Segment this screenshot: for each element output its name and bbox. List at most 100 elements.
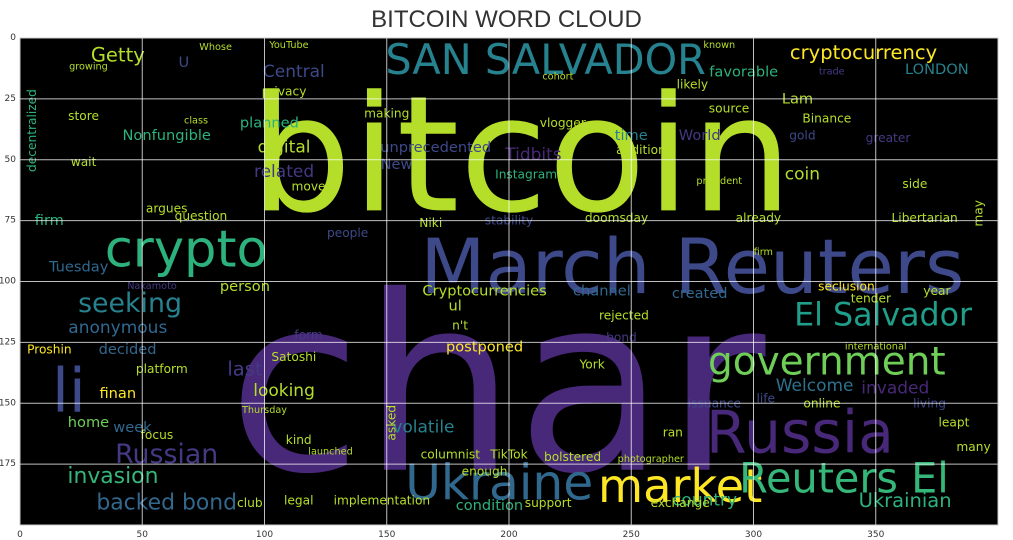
- word-15: invasion: [67, 464, 158, 489]
- word-101: n't: [452, 318, 468, 332]
- word-87: side: [902, 177, 927, 191]
- word-113: known: [703, 40, 735, 51]
- word-71: bolstered: [544, 450, 601, 464]
- word-98: ran: [663, 425, 683, 439]
- word-23: Central: [263, 62, 325, 82]
- word-76: club: [237, 496, 263, 510]
- word-26: digital: [258, 138, 311, 158]
- word-69: many: [956, 440, 990, 454]
- word-63: Satoshi: [271, 350, 316, 364]
- x-tick-label-7: 350: [867, 530, 884, 540]
- word-86: already: [736, 211, 782, 225]
- x-tick-label-6: 300: [745, 530, 762, 540]
- x-tick-label-3: 150: [378, 530, 395, 540]
- word-88: source: [709, 102, 749, 116]
- word-102: ul: [449, 297, 462, 314]
- word-21: Ukrainian: [859, 489, 952, 512]
- word-45: condition: [456, 497, 523, 514]
- x-tick-label-2: 100: [256, 530, 273, 540]
- word-112: cohort: [542, 71, 573, 82]
- word-2: crypto: [105, 220, 268, 279]
- word-119: launched: [308, 446, 352, 457]
- word-55: platform: [136, 362, 188, 376]
- word-44: finan: [99, 385, 136, 402]
- word-110: growing: [69, 62, 108, 73]
- word-47: unprecedented: [380, 139, 491, 156]
- word-16: backed bond: [96, 491, 237, 516]
- word-36: Tuesday: [48, 258, 109, 275]
- word-96: kind: [286, 433, 312, 447]
- word-38: looking: [253, 381, 315, 401]
- word-99: enough: [462, 464, 508, 478]
- word-97: focus: [141, 428, 174, 442]
- y-tick-label-3: 75: [5, 216, 16, 226]
- word-111: class: [184, 115, 208, 126]
- word-114: trade: [819, 67, 845, 78]
- word-116: firm: [754, 247, 773, 258]
- word-32: Cryptocurrencies: [422, 283, 546, 300]
- word-46: Nonfungible: [123, 127, 211, 144]
- x-tick-label-4: 200: [500, 530, 517, 540]
- word-24: favorable: [709, 64, 778, 81]
- word-54: Proshin: [27, 343, 72, 357]
- word-120: Nakamoto: [127, 281, 177, 292]
- word-42: home: [68, 414, 109, 431]
- y-tick-label-1: 25: [5, 94, 16, 104]
- word-75: legal: [284, 494, 313, 508]
- word-56: Niki: [419, 216, 442, 230]
- word-51: U: [178, 54, 189, 71]
- word-58: Instagram: [495, 167, 557, 181]
- y-tick-label-7: 175: [0, 459, 16, 469]
- word-91: store: [68, 109, 99, 123]
- x-tick-label-1: 50: [137, 530, 149, 540]
- word-77: rejected: [599, 309, 649, 323]
- word-117: photographer: [618, 454, 684, 465]
- word-95: form: [294, 328, 322, 342]
- y-tick-label-6: 150: [0, 398, 16, 408]
- word-104: doomsday: [585, 211, 648, 225]
- word-73: support: [525, 496, 572, 510]
- word-40: postponed: [446, 339, 523, 356]
- word-106: may: [971, 200, 985, 227]
- word-81: year: [923, 284, 951, 298]
- word-92: move: [291, 180, 325, 194]
- word-74: exchange: [651, 496, 710, 510]
- word-64: York: [578, 357, 605, 371]
- word-33: channel: [573, 283, 631, 300]
- word-83: gold: [789, 128, 815, 142]
- y-tick-label-0: 0: [10, 33, 16, 43]
- word-35: person: [220, 278, 270, 295]
- word-17: anonymous: [68, 318, 167, 338]
- word-115: president: [696, 176, 742, 187]
- y-tick-label-2: 50: [5, 155, 17, 165]
- word-82: Binance: [802, 111, 851, 125]
- word-72: implementation: [334, 494, 431, 508]
- word-70: columnist: [421, 447, 481, 461]
- word-39: decided: [99, 341, 157, 358]
- x-tick-label-5: 250: [623, 530, 640, 540]
- word-13: seeking: [78, 288, 182, 319]
- word-84: greater: [866, 131, 912, 145]
- word-30: New: [381, 156, 413, 173]
- word-61: privacy: [262, 85, 307, 99]
- word-89: likely: [677, 77, 709, 91]
- word-59: vlogger: [540, 116, 587, 130]
- word-29: Tidbits: [504, 145, 562, 165]
- word-34: created: [672, 285, 728, 302]
- word-90: wait: [71, 155, 97, 169]
- word-94: people: [327, 226, 368, 240]
- word-31: coin: [785, 164, 820, 184]
- word-18: Welcome: [776, 376, 854, 396]
- word-62: YouTube: [268, 40, 308, 51]
- word-25: LONDON: [905, 61, 969, 78]
- x-tick-label-0: 0: [17, 530, 23, 540]
- word-85: Libertarian: [892, 211, 958, 225]
- word-37: last: [227, 358, 263, 381]
- word-103: addition: [616, 143, 666, 157]
- word-80: tender: [851, 292, 892, 306]
- word-109: Whose: [199, 42, 232, 53]
- word-41: volatile: [392, 418, 454, 438]
- y-tick-label-5: 125: [0, 337, 16, 347]
- word-28: planned: [240, 115, 299, 132]
